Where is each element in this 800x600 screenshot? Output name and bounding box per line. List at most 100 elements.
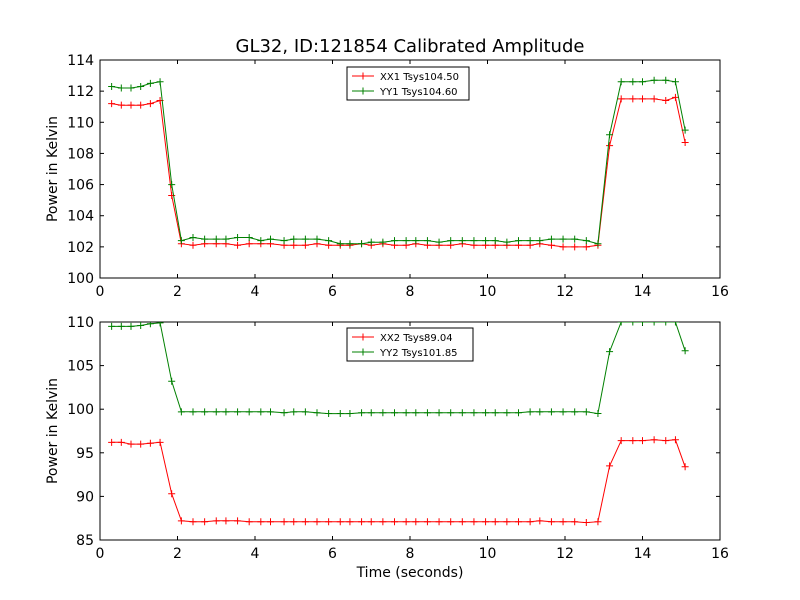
data-point	[146, 322, 154, 328]
data-point	[137, 82, 145, 90]
data-point	[402, 237, 410, 245]
data-point	[681, 347, 689, 355]
data-point	[639, 78, 646, 86]
data-point	[629, 322, 637, 326]
data-point	[536, 408, 544, 416]
data-point	[515, 409, 522, 417]
data-point	[447, 518, 455, 526]
y-tick-label: 114	[67, 53, 94, 69]
data-point	[639, 322, 646, 326]
x-tick-label: 16	[711, 546, 729, 562]
data-point	[346, 410, 354, 418]
data-point	[222, 235, 230, 243]
data-point	[681, 126, 689, 134]
data-point	[458, 518, 466, 526]
data-point	[346, 518, 354, 526]
data-point	[503, 409, 511, 417]
y-tick-label: 90	[76, 489, 94, 505]
data-point	[336, 240, 344, 248]
y-tick-label: 106	[67, 178, 94, 194]
y-axis-label: Power in Kelvin	[45, 116, 61, 222]
data-point	[245, 234, 253, 242]
legend: XX2 Tsys89.04 YY2 Tsys101.85	[346, 327, 474, 362]
data-point	[515, 237, 522, 245]
legend-box	[346, 66, 470, 101]
data-point	[412, 518, 420, 526]
data-point	[559, 243, 567, 251]
data-point	[681, 463, 689, 471]
data-point	[470, 409, 478, 417]
legend-label: XX1 Tsys104.50	[380, 72, 459, 83]
data-point	[423, 518, 431, 526]
legend-marker	[359, 348, 367, 356]
data-point	[168, 181, 176, 189]
x-tick-label: 2	[173, 284, 182, 300]
data-point	[108, 438, 116, 446]
data-point	[482, 237, 490, 245]
data-point	[301, 408, 309, 416]
data-point	[313, 235, 321, 243]
data-point	[639, 437, 646, 445]
data-point	[137, 322, 145, 329]
data-point	[571, 243, 579, 251]
data-point	[127, 84, 135, 92]
data-point	[391, 409, 398, 417]
data-point	[435, 238, 443, 246]
data-point	[671, 78, 679, 86]
data-point	[325, 410, 333, 418]
data-point	[536, 517, 544, 525]
data-point	[594, 240, 602, 248]
data-point	[280, 409, 288, 417]
data-point	[117, 101, 125, 109]
data-point	[629, 95, 637, 103]
y-tick-label: 95	[76, 446, 94, 462]
series-0-1	[108, 76, 689, 248]
legend-label: YY1 Tsys104.60	[379, 87, 458, 98]
data-point	[547, 518, 555, 526]
series-1-1	[108, 322, 689, 418]
data-point	[201, 408, 209, 416]
top-panel: 0 2 4 6 8 10 12 14 16 100 102 104 106 108 110 112 114 GL3…	[45, 36, 729, 300]
data-point	[117, 84, 125, 92]
data-point	[137, 440, 145, 448]
data-point	[257, 237, 265, 245]
data-point	[412, 409, 420, 417]
x-tick-label: 0	[96, 546, 105, 562]
data-point	[301, 241, 309, 249]
data-point	[536, 237, 544, 245]
y-tick-label: 112	[67, 84, 94, 100]
data-point	[290, 235, 298, 243]
data-point	[482, 518, 490, 526]
y-tick-label: 102	[67, 240, 94, 256]
x-tick-label: 6	[328, 284, 337, 300]
data-point	[146, 100, 154, 108]
data-point	[547, 241, 555, 249]
y-tick-label: 85	[76, 533, 94, 549]
data-point	[503, 518, 511, 526]
y-tick-label: 105	[67, 359, 94, 375]
data-point	[402, 409, 410, 417]
data-point	[662, 96, 670, 104]
data-point	[290, 408, 298, 416]
data-point	[594, 410, 602, 418]
data-point	[629, 78, 637, 86]
data-point	[189, 241, 197, 249]
data-point	[423, 409, 431, 417]
data-point	[313, 409, 321, 417]
x-tick-label: 14	[634, 546, 652, 562]
data-point	[671, 93, 679, 101]
y-tick-label: 100	[67, 271, 94, 287]
data-point	[245, 240, 253, 248]
data-point	[201, 518, 209, 526]
data-point	[571, 235, 579, 243]
y-axis-label: Power in Kelvin	[45, 378, 61, 484]
data-point	[280, 237, 288, 245]
legend-label: XX2 Tsys89.04	[380, 333, 453, 344]
data-point	[290, 241, 298, 249]
data-point	[212, 517, 220, 525]
data-point	[358, 240, 366, 248]
data-point	[526, 237, 534, 245]
data-point	[617, 78, 625, 86]
x-tick-label: 4	[251, 284, 260, 300]
data-point	[412, 237, 420, 245]
